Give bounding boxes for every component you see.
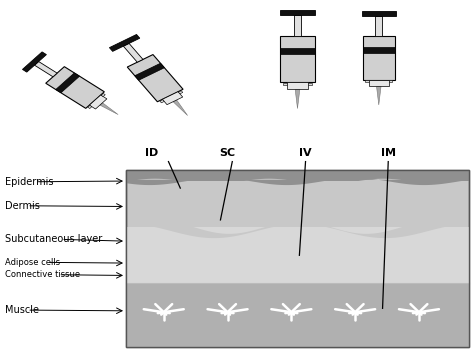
Polygon shape [100,103,118,115]
Polygon shape [46,67,104,108]
Polygon shape [363,47,395,53]
Polygon shape [109,34,140,51]
Polygon shape [123,43,143,62]
Polygon shape [35,61,57,77]
Text: Muscle: Muscle [5,305,39,315]
Text: Subcutaneous layer: Subcutaneous layer [5,234,103,244]
Bar [126,170,469,181]
Text: IV: IV [299,148,312,158]
Polygon shape [101,93,105,97]
Bar [126,227,469,284]
Polygon shape [173,100,188,115]
Polygon shape [295,89,300,109]
Polygon shape [376,87,381,105]
Polygon shape [90,95,107,109]
Polygon shape [294,15,301,36]
Text: ID: ID [146,148,159,158]
Polygon shape [88,105,92,109]
Polygon shape [389,80,392,82]
Text: Connective tissue: Connective tissue [5,270,81,279]
Polygon shape [375,16,383,36]
Polygon shape [365,80,369,82]
Polygon shape [363,36,395,80]
Polygon shape [308,83,312,85]
Polygon shape [22,52,46,72]
Text: SC: SC [219,148,236,158]
Text: IM: IM [381,148,396,158]
Text: Dermis: Dermis [5,201,40,211]
Polygon shape [369,80,389,87]
Bar [126,170,469,347]
Bar [126,284,469,347]
Text: Epidermis: Epidermis [5,177,54,187]
Polygon shape [160,100,164,103]
Polygon shape [287,82,308,89]
Polygon shape [281,48,315,54]
Polygon shape [283,83,287,85]
Polygon shape [281,36,315,82]
Polygon shape [135,63,164,80]
Polygon shape [56,73,80,93]
Polygon shape [280,10,316,15]
Polygon shape [362,11,396,16]
Polygon shape [178,91,183,94]
Text: Adipose cells: Adipose cells [5,258,61,267]
Polygon shape [163,92,182,105]
Polygon shape [128,55,183,102]
Bar [126,170,469,347]
